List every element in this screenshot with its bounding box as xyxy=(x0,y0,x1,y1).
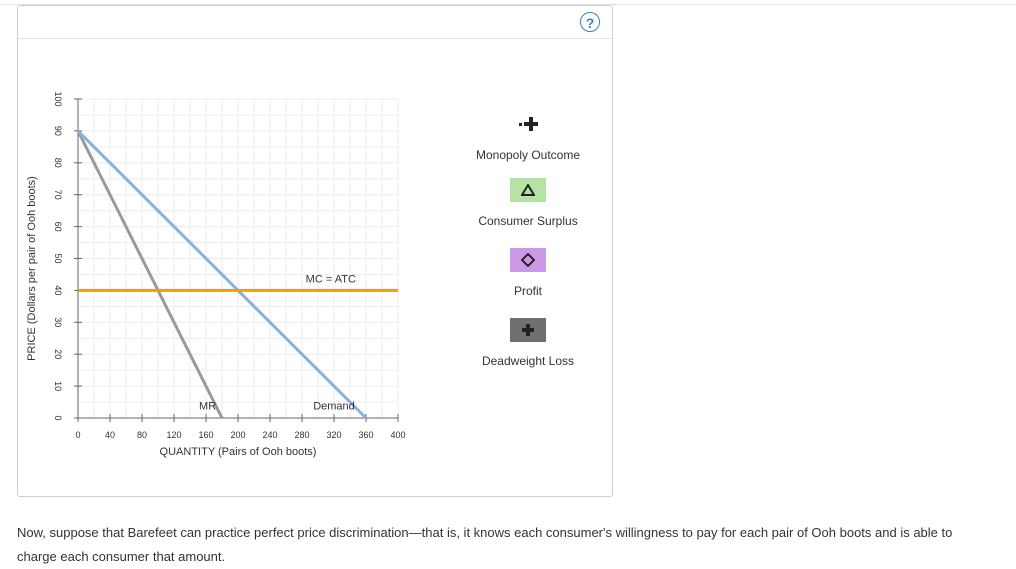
y-tick-label: 100 xyxy=(53,91,63,106)
series-line-demand xyxy=(76,129,368,420)
x-tick-label: 40 xyxy=(105,430,115,440)
chart[interactable]: 0 40 80 120 160 200 240 280 320 360 400 0 10 20 30 40 50… xyxy=(18,6,448,476)
y-tick-label: 50 xyxy=(53,253,63,263)
panel-header: ? xyxy=(18,6,612,39)
triangle-icon[interactable] xyxy=(510,178,546,202)
y-tick-label: 0 xyxy=(53,415,63,420)
plus-icon[interactable] xyxy=(510,318,546,342)
question-text: Now, suppose that Barefeet can practice … xyxy=(17,525,953,564)
mc-atc-label: MC = ATC xyxy=(306,273,356,285)
legend-item-profit[interactable]: Profit xyxy=(458,248,598,298)
legend-item-monopoly-outcome[interactable]: Monopoly Outcome xyxy=(458,112,598,162)
x-tick-label: 80 xyxy=(137,430,147,440)
legend-label: Monopoly Outcome xyxy=(475,148,581,162)
x-tick-label: 200 xyxy=(230,430,245,440)
legend-label: Consumer Surplus xyxy=(478,214,578,228)
plus-dot-icon[interactable] xyxy=(510,112,546,136)
x-tick-label: 240 xyxy=(262,430,277,440)
y-axis-title: PRICE (Dollars per pair of Ooh boots) xyxy=(26,176,38,361)
legend-item-deadweight-loss[interactable]: Deadweight Loss xyxy=(458,318,598,368)
graph-panel: ? 0 40 80 120 160 200 240 280 320 360 400 0 10 20 30 40… xyxy=(17,5,613,497)
x-tick-label: 320 xyxy=(326,430,341,440)
mr-label: MR xyxy=(199,401,216,413)
chart-grid xyxy=(77,98,399,419)
top-divider xyxy=(0,4,1016,5)
series-line-mr xyxy=(76,130,224,419)
y-tick-label: 10 xyxy=(53,381,63,391)
y-tick-label: 90 xyxy=(53,126,63,136)
y-tick-label: 40 xyxy=(53,285,63,295)
y-tick-label: 70 xyxy=(53,190,63,200)
x-tick-label: 120 xyxy=(166,430,181,440)
diamond-icon[interactable] xyxy=(510,248,546,272)
chart-axes xyxy=(74,98,399,422)
legend-item-consumer-surplus[interactable]: Consumer Surplus xyxy=(458,178,598,228)
y-tick-label: 80 xyxy=(53,158,63,168)
chart-series xyxy=(76,129,398,420)
x-tick-label: 0 xyxy=(75,430,80,440)
x-axis-title: QUANTITY (Pairs of Ooh boots) xyxy=(160,446,317,458)
x-tick-label: 280 xyxy=(294,430,309,440)
y-tick-label: 60 xyxy=(53,222,63,232)
demand-label: Demand xyxy=(313,401,355,413)
y-tick-label: 20 xyxy=(53,349,63,359)
x-tick-label: 160 xyxy=(198,430,213,440)
x-tick-label: 400 xyxy=(390,430,405,440)
help-icon[interactable]: ? xyxy=(580,12,600,32)
y-tick-label: 30 xyxy=(53,317,63,327)
x-tick-label: 360 xyxy=(358,430,373,440)
legend-label: Deadweight Loss xyxy=(481,354,575,368)
legend-label: Profit xyxy=(513,284,542,298)
chart-labels: 0 40 80 120 160 200 240 280 320 360 400 0 10 20 30 40 50… xyxy=(26,91,406,458)
